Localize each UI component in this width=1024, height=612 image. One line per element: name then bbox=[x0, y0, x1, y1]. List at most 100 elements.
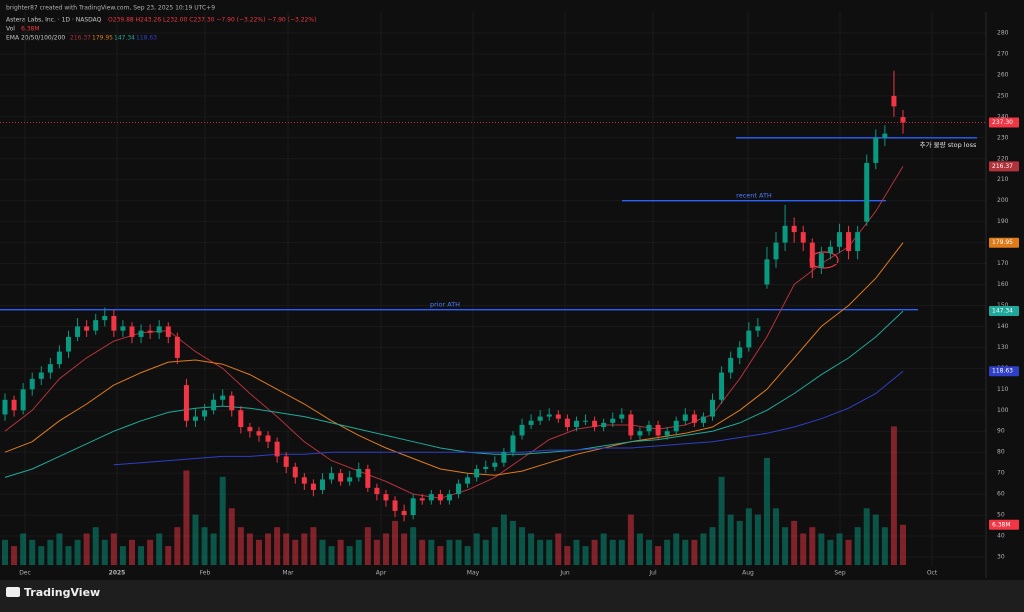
volume-bar bbox=[410, 527, 417, 565]
candle-body bbox=[84, 326, 90, 331]
volume-bar bbox=[682, 539, 689, 565]
y-tick-label: 100 bbox=[997, 407, 1009, 414]
volume-bar bbox=[192, 514, 199, 565]
volume-bar bbox=[165, 546, 172, 565]
volume-bar bbox=[392, 520, 399, 565]
y-tick-label: 80 bbox=[997, 449, 1005, 456]
ohlc-text: O239.88 H243.26 L232.00 C237.30 −7.90 (−… bbox=[108, 17, 316, 24]
volume-bar bbox=[491, 527, 498, 565]
ema-legend-value: 179.95 bbox=[92, 35, 113, 42]
candle-body bbox=[192, 416, 198, 421]
candle-body bbox=[700, 416, 706, 423]
candle-body bbox=[719, 372, 725, 400]
volume-bar bbox=[38, 546, 45, 565]
volume-bar bbox=[700, 533, 707, 565]
volume-bar bbox=[773, 508, 780, 565]
y-tick-label: 260 bbox=[997, 71, 1009, 78]
volume-bar bbox=[355, 539, 362, 565]
candle-body bbox=[20, 389, 26, 411]
candle-body bbox=[329, 473, 335, 480]
ema-title: EMA 20/50/100/200 bbox=[6, 35, 65, 42]
volume-bar bbox=[147, 539, 154, 565]
candle-body bbox=[728, 357, 734, 373]
volume-bar bbox=[900, 524, 906, 565]
candle-body bbox=[446, 494, 452, 501]
candle-body bbox=[356, 468, 362, 478]
y-tick-label: 210 bbox=[997, 176, 1009, 183]
volume-bar bbox=[373, 539, 380, 565]
close-tag-bg bbox=[989, 117, 1019, 128]
volume-bar bbox=[219, 476, 226, 565]
candle-body bbox=[791, 225, 797, 233]
level-label: recent ATH bbox=[736, 192, 772, 200]
x-tick-label: Feb bbox=[200, 570, 211, 577]
volume-bar bbox=[128, 539, 135, 565]
candle-body bbox=[664, 431, 670, 436]
volume-bar bbox=[791, 520, 798, 565]
volume-bar bbox=[754, 514, 761, 565]
candle-body bbox=[138, 330, 144, 337]
candle-body bbox=[583, 420, 589, 422]
candle-body bbox=[410, 498, 416, 516]
candle-body bbox=[673, 420, 679, 432]
candle-body bbox=[628, 414, 634, 436]
candle-body bbox=[710, 399, 716, 417]
candle-body bbox=[646, 424, 652, 432]
ema-tag: 118.63 bbox=[992, 368, 1013, 375]
volume-bar bbox=[736, 520, 743, 565]
candle-body bbox=[501, 452, 507, 463]
candle-body bbox=[855, 232, 861, 251]
ema-line bbox=[4, 166, 904, 499]
candle-body bbox=[319, 479, 325, 490]
x-tick-label: Jun bbox=[559, 570, 570, 577]
volume-bar bbox=[437, 546, 444, 565]
candle-body bbox=[283, 456, 289, 467]
candle-body bbox=[755, 326, 761, 331]
volume-bar bbox=[428, 539, 435, 565]
candle-body bbox=[827, 246, 833, 254]
y-tick-label: 40 bbox=[997, 533, 1005, 540]
volume-bar bbox=[473, 533, 480, 565]
logo-icon bbox=[6, 587, 20, 597]
candle-body bbox=[428, 494, 434, 501]
candle-body bbox=[564, 418, 570, 428]
symbol-text: Astera Labs, Inc. · 1D · NASDAQ bbox=[6, 17, 102, 24]
volume-bar bbox=[800, 533, 807, 565]
ema-legend-value: 216.37 bbox=[70, 35, 91, 42]
ema-tag-bg bbox=[989, 306, 1019, 317]
candle-body bbox=[882, 133, 888, 138]
volume-bar bbox=[29, 539, 36, 565]
volume-bar bbox=[265, 533, 272, 565]
volume-bar bbox=[183, 470, 190, 565]
volume-bar bbox=[210, 533, 217, 565]
volume-bar bbox=[382, 533, 389, 565]
candle-body bbox=[528, 420, 534, 425]
volume-bar bbox=[446, 539, 453, 565]
volume-bar bbox=[255, 539, 262, 565]
volume-bar bbox=[890, 426, 897, 565]
candle-body bbox=[837, 232, 843, 247]
volume-bar bbox=[401, 533, 408, 565]
volume-bar bbox=[600, 533, 607, 565]
ema-legend-value: 147.34 bbox=[114, 35, 135, 42]
volume-bar bbox=[201, 527, 208, 565]
volume-bar bbox=[555, 533, 562, 565]
volume-bar bbox=[727, 514, 734, 565]
candle-body bbox=[492, 462, 498, 467]
volume-bar bbox=[673, 533, 680, 565]
y-tick-label: 90 bbox=[997, 428, 1005, 435]
volume-bar bbox=[718, 476, 725, 565]
candle-body bbox=[174, 336, 180, 358]
candle-body bbox=[864, 162, 870, 222]
volume-bar bbox=[419, 539, 426, 565]
ema-tag-bg bbox=[989, 237, 1019, 248]
volume-bar bbox=[691, 539, 698, 565]
candle-body bbox=[29, 378, 35, 390]
y-tick-label: 60 bbox=[997, 491, 1005, 498]
candle-body bbox=[256, 431, 262, 436]
ema-tag: 216.37 bbox=[992, 163, 1013, 170]
footer-bar bbox=[0, 580, 1024, 608]
volume-bar bbox=[591, 539, 598, 565]
volume-bar bbox=[328, 546, 335, 565]
